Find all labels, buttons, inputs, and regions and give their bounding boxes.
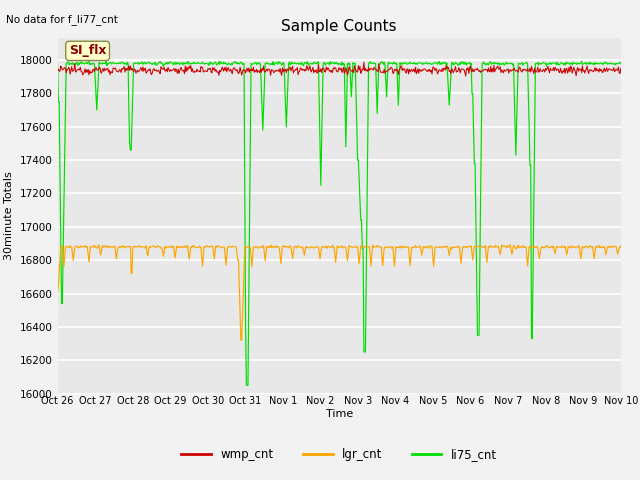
Title: Sample Counts: Sample Counts [282, 20, 397, 35]
X-axis label: Time: Time [326, 409, 353, 419]
Y-axis label: 30minute Totals: 30minute Totals [4, 172, 14, 260]
Text: No data for f_li77_cnt: No data for f_li77_cnt [6, 14, 118, 25]
Text: SI_flx: SI_flx [69, 44, 106, 58]
Legend: wmp_cnt, lgr_cnt, li75_cnt: wmp_cnt, lgr_cnt, li75_cnt [177, 444, 502, 466]
